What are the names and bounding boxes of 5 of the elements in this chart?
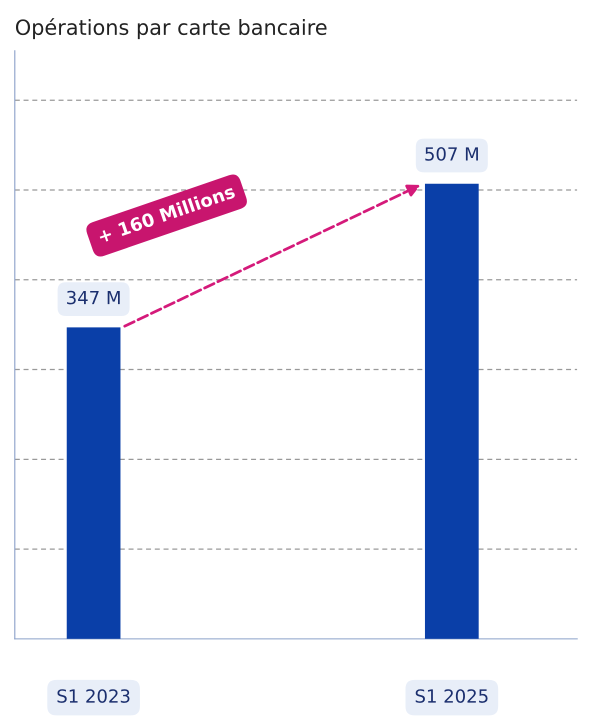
x-tick-label: S1 2025 xyxy=(416,689,488,703)
x-tick-label: S1 2023 xyxy=(57,689,130,703)
data-label: 347 M xyxy=(67,290,120,304)
data-label: 507 M xyxy=(425,147,478,161)
chart-title: Opérations par carte bancaire xyxy=(16,18,327,40)
